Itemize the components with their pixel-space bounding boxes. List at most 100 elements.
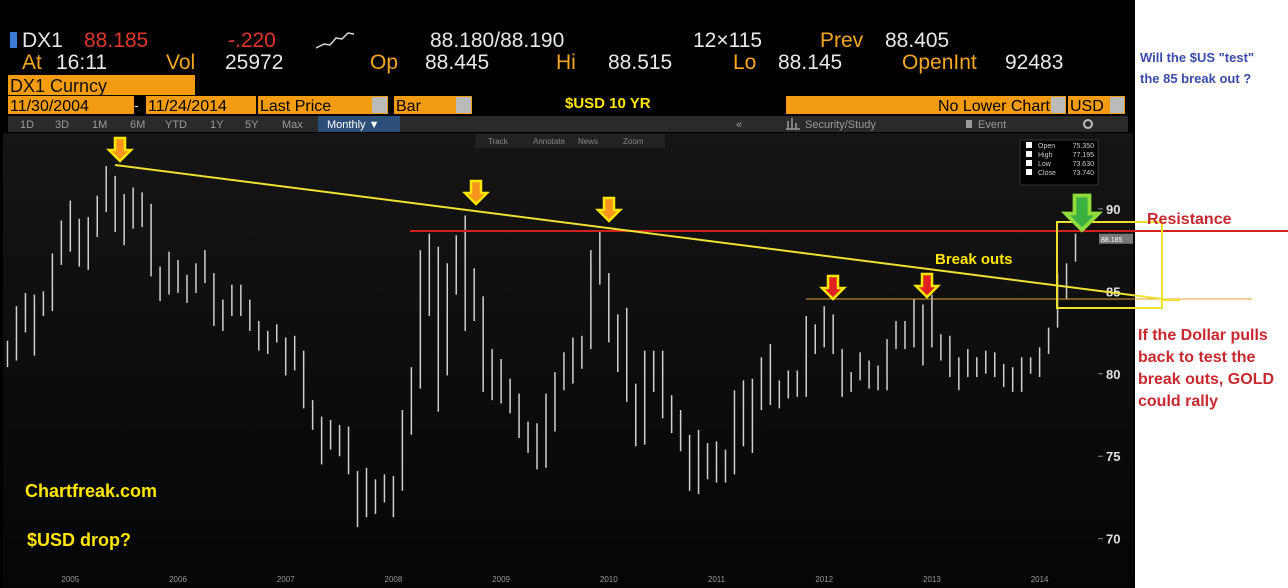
watermark: Chartfreak.com [25, 481, 157, 501]
net-change: -.220 [228, 29, 276, 52]
period-tab[interactable]: YTD [165, 119, 187, 131]
y-tick-label: 80 [1106, 367, 1120, 382]
data-window-label: High [1038, 152, 1053, 159]
annotation-panel [1135, 0, 1288, 588]
scenario-line: break outs, GOLD [1138, 371, 1274, 388]
date-separator: - [134, 97, 139, 113]
ticker: DX1 [22, 29, 63, 52]
event-button[interactable]: Event [978, 119, 1006, 131]
checkbox[interactable] [1026, 142, 1032, 148]
security-box [8, 75, 195, 95]
dropdown-button[interactable] [456, 97, 471, 113]
period-tab[interactable]: 5Y [245, 119, 259, 131]
low-value: 88.145 [778, 51, 842, 74]
period-tab[interactable]: 1Y [210, 119, 224, 131]
y-tick-label: 90 [1106, 202, 1120, 217]
scenario-note: If the Dollar pulls back to test the break… [1138, 327, 1274, 410]
x-tick-label: 2010 [600, 575, 618, 584]
data-window-label: Open [1038, 143, 1055, 150]
frequency[interactable]: Monthly ▼ [327, 119, 379, 131]
data-window-value: 73.630 [1073, 161, 1095, 168]
data-window [1019, 139, 1099, 186]
ticker-marker [10, 32, 17, 48]
y-tick-label: 75 [1106, 449, 1120, 464]
period-tabs: 1D 3D 1M 6M YTD 1Y 5Y Max [20, 119, 303, 131]
x-tick-label: 2005 [61, 575, 79, 584]
data-window-value: 75.350 [1073, 143, 1095, 150]
x-tick-label: 2012 [815, 575, 833, 584]
frequency-box[interactable] [318, 116, 400, 132]
data-window-label: Close [1038, 170, 1056, 177]
x-tick-label: 2014 [1031, 575, 1049, 584]
period-tab[interactable]: 6M [130, 119, 145, 131]
open-value: 88.445 [425, 51, 489, 74]
chart-tool[interactable]: News [578, 137, 598, 146]
y-tick-label: 70 [1106, 532, 1120, 547]
question-line: the 85 break out ? [1140, 71, 1251, 86]
currency[interactable]: USD [1070, 98, 1104, 115]
dropdown-button[interactable] [372, 97, 387, 113]
plot-area [3, 133, 1133, 588]
scenario-line: If the Dollar pulls [1138, 327, 1268, 344]
study-icon [786, 118, 800, 130]
period-tab[interactable]: 1M [92, 119, 107, 131]
data-window-rows: Open 75.350 High 77.195 Low 73.630 Close 73.740 [1026, 142, 1094, 177]
last-price: 88.185 [84, 29, 148, 52]
prev-value: 88.405 [885, 29, 949, 52]
sparkline-icon [315, 32, 355, 49]
lower-chart[interactable]: No Lower Chart [938, 98, 1051, 115]
field-dropdown[interactable] [258, 96, 388, 114]
bid-ask: 88.180/88.190 [430, 29, 564, 52]
bid-ask-size: 12×115 [693, 29, 762, 52]
security: DX1 Curncy [10, 76, 107, 96]
trend-line [114, 164, 1171, 301]
collapse-button[interactable]: « [736, 119, 742, 131]
chart-tool[interactable]: Annotate [533, 137, 566, 146]
price-tag [1099, 233, 1133, 244]
end-date[interactable]: 11/24/2014 [148, 98, 227, 115]
period-tab[interactable]: 1D [20, 119, 34, 131]
vol-label: Vol [166, 51, 195, 74]
chart-tool[interactable]: Zoom [623, 137, 644, 146]
x-tick-label: 2011 [708, 575, 726, 584]
event-icon [966, 120, 972, 128]
checkbox[interactable] [1026, 160, 1032, 166]
high-value: 88.515 [608, 51, 672, 74]
data-window-label: Low [1038, 161, 1052, 168]
high-label: Hi [556, 51, 576, 74]
style[interactable]: Bar [396, 98, 422, 115]
chart: 7075808590200520062007200820092010201120… [6, 165, 1133, 584]
at-label: At [22, 51, 42, 74]
period-tab[interactable]: Max [282, 119, 303, 131]
end-date-box[interactable] [146, 96, 256, 114]
study-button[interactable]: Security/Study [805, 119, 876, 131]
lower-chart-dropdown[interactable] [786, 96, 1066, 114]
note: $USD drop? [27, 530, 131, 550]
prev-label: Prev [820, 29, 864, 52]
dropdown-button[interactable] [1110, 97, 1124, 113]
x-tick-label: 2008 [385, 575, 403, 584]
field[interactable]: Last Price [260, 98, 331, 115]
chart-tool[interactable]: Track [488, 137, 509, 146]
chart-tool-list: Track Annotate News Zoom [488, 137, 644, 146]
settings-icon[interactable] [1083, 119, 1093, 129]
period-tab[interactable]: 3D [55, 119, 69, 131]
tab-bar [8, 116, 1128, 132]
data-window-value: 77.195 [1073, 152, 1095, 159]
price-tag-label: 88.185 [1101, 237, 1123, 244]
style-dropdown[interactable] [394, 96, 472, 114]
low-label: Lo [733, 51, 756, 74]
dropdown-button[interactable] [1051, 97, 1065, 113]
question-line: Will the $US "test" [1140, 50, 1254, 65]
x-tick-label: 2007 [277, 575, 295, 584]
checkbox[interactable] [1026, 169, 1032, 175]
chart-title: $USD 10 YR [565, 95, 651, 112]
start-date-box[interactable] [8, 96, 134, 114]
open-label: Op [370, 51, 398, 74]
question-note: Will the $US "test" the 85 break out ? [1140, 50, 1254, 86]
x-tick-label: 2009 [492, 575, 510, 584]
start-date[interactable]: 11/30/2004 [10, 98, 89, 115]
checkbox[interactable] [1026, 151, 1032, 157]
